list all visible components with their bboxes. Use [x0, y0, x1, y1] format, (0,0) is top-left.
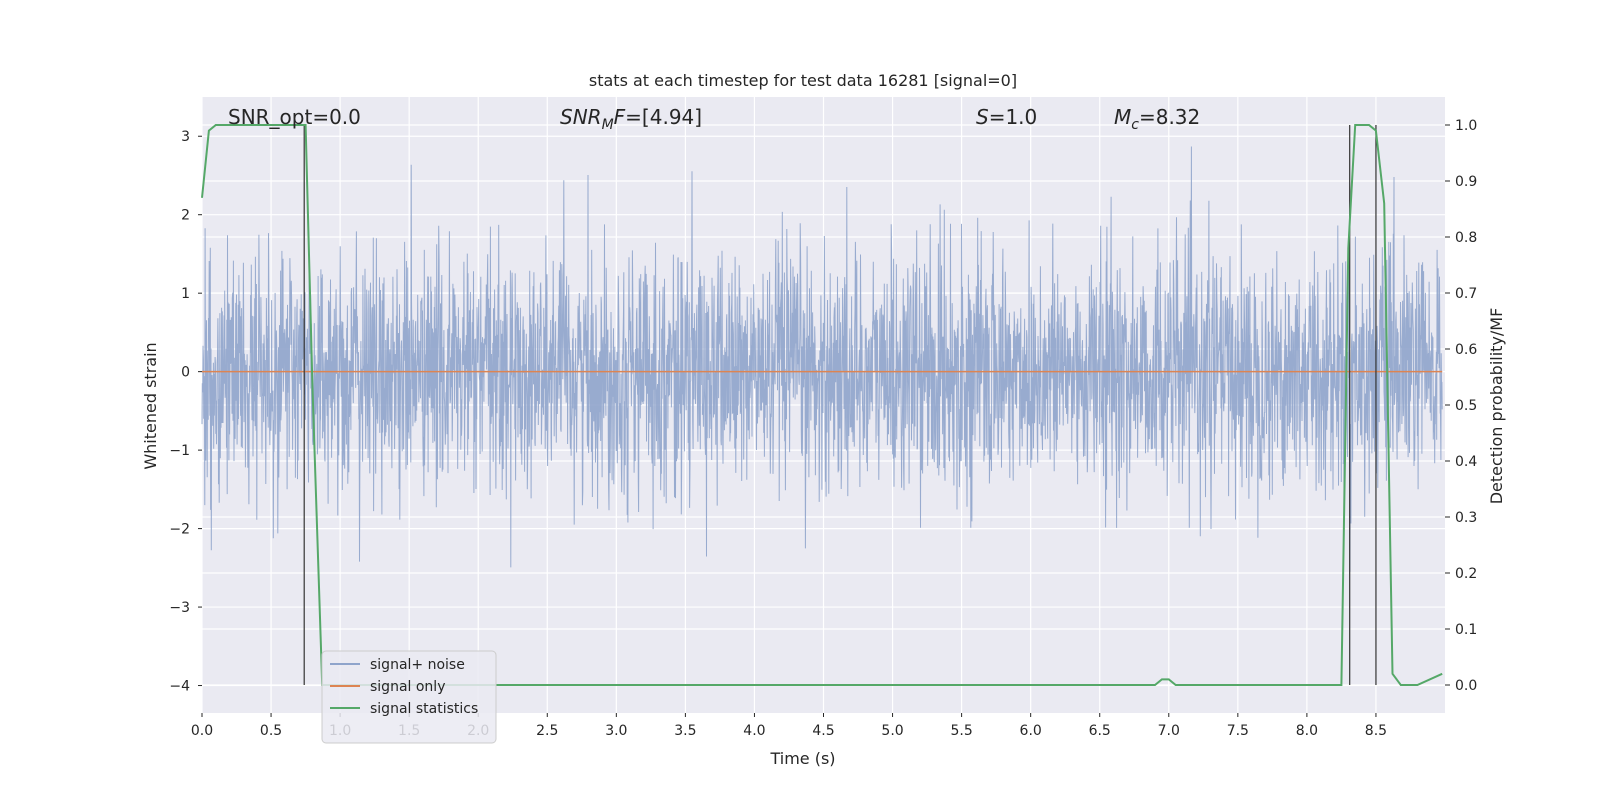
chart-title: stats at each timestep for test data 162…	[589, 71, 1017, 90]
x-tick-label: 0.0	[191, 723, 213, 739]
annotation-mc-symbol: M	[1114, 105, 1131, 129]
y2-tick-label: 0.0	[1455, 678, 1477, 694]
y-tick-label: 0	[181, 365, 190, 381]
y2-tick-label: 0.2	[1455, 566, 1477, 582]
legend: signal+ noise signal only signal statist…	[321, 650, 497, 744]
annotation-snr-mf-symbol: SNR	[560, 105, 602, 129]
x-axis-label: Time (s)	[769, 749, 835, 768]
y2-tick-label: 0.4	[1455, 454, 1477, 470]
y-tick-label: 2	[181, 208, 190, 224]
series-signal-plus-noise	[201, 146, 1443, 572]
x-tick-label: 8.0	[1296, 723, 1318, 739]
x-tick-label: 0.5	[260, 723, 282, 739]
x-tick-label: 5.5	[950, 723, 972, 739]
x-tick-label: 3.0	[605, 723, 627, 739]
y-tick-label: −4	[169, 679, 190, 695]
y-axis-label: Whitened strain	[141, 342, 160, 469]
y-axis-ticks: 3 2 1 0 −1 −2 −3 −4	[169, 129, 202, 695]
y-tick-label: −1	[169, 443, 190, 459]
y2-tick-label: 0.8	[1455, 230, 1477, 246]
annotation-s-symbol: S	[976, 105, 989, 129]
annotation-snr-mf: SNRMF=[4.94]	[560, 105, 702, 133]
y-tick-label: 3	[181, 129, 190, 145]
y-tick-label: −3	[169, 600, 190, 616]
y2-tick-label: 0.1	[1455, 622, 1477, 638]
y2-axis-label: Detection probability/MF	[1487, 308, 1506, 505]
annotation-mc-value: =8.32	[1139, 105, 1200, 129]
series-signal-statistics	[201, 124, 1443, 686]
x-tick-label: 4.0	[743, 723, 765, 739]
y2-tick-label: 0.3	[1455, 510, 1477, 526]
legend-box	[321, 650, 497, 744]
annotation-snr-mf-f: F	[614, 105, 626, 129]
annotation-s: S=1.0	[976, 105, 1037, 129]
legend-label-signal-statistics: signal statistics	[370, 701, 478, 717]
legend-label-signal-plus-noise: signal+ noise	[370, 657, 465, 673]
annotation-mc-subscript: c	[1131, 117, 1139, 133]
x-tick-label: 6.0	[1020, 723, 1042, 739]
x-tick-label: 3.5	[674, 723, 696, 739]
y-tick-label: −2	[169, 522, 190, 538]
y2-tick-label: 0.5	[1455, 398, 1477, 414]
annotation-snr-mf-value: =[4.94]	[625, 105, 702, 129]
y2-tick-label: 0.6	[1455, 342, 1477, 358]
y2-tick-label: 0.9	[1455, 174, 1477, 190]
legend-label-signal-only: signal only	[370, 679, 445, 695]
x-tick-label: 4.5	[812, 723, 834, 739]
x-tick-label: 5.0	[881, 723, 903, 739]
y2-tick-label: 1.0	[1455, 118, 1477, 134]
annotation-snr-mf-subscript: M	[602, 117, 614, 133]
x-tick-label: 6.5	[1089, 723, 1111, 739]
x-tick-label: 7.5	[1227, 723, 1249, 739]
x-tick-label: 7.0	[1158, 723, 1180, 739]
annotations: SNR_opt=0.0 SNRMF=[4.94] S=1.0 Mc=8.32	[228, 105, 1200, 133]
annotation-s-value: =1.0	[989, 105, 1038, 129]
x-tick-label: 8.5	[1365, 723, 1387, 739]
y2-tick-label: 0.7	[1455, 286, 1477, 302]
annotation-snr-opt: SNR_opt=0.0	[228, 105, 361, 129]
x-tick-label: 2.5	[536, 723, 558, 739]
annotation-mc: Mc=8.32	[1114, 105, 1200, 133]
y2-axis-ticks: 1.0 0.9 0.8 0.7 0.6 0.5 0.4 0.3 0.2 0.1 0.0	[1445, 118, 1477, 694]
y-tick-label: 1	[181, 286, 190, 302]
noise-trace	[201, 146, 1443, 572]
